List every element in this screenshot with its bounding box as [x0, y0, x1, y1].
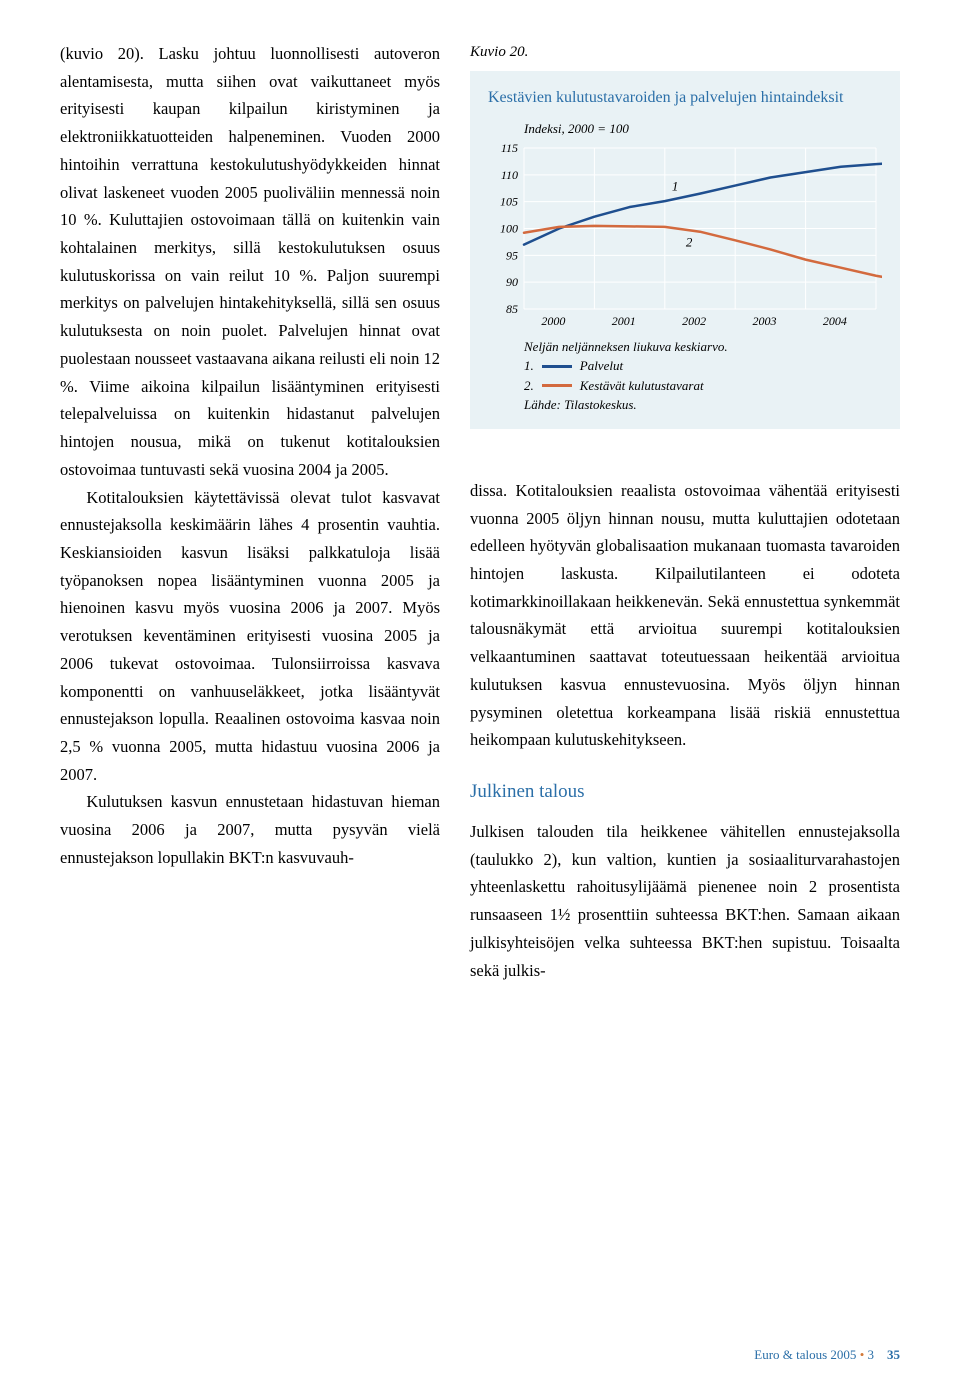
svg-text:2000: 2000: [541, 314, 565, 328]
right-p1: dissa. Kotitalouksien reaalista ostovoim…: [470, 477, 900, 754]
left-p3: Kulutuksen kasvun ennustetaan hidastuvan…: [60, 788, 440, 871]
legend-2-text: Kestävät kulutustavarat: [580, 376, 704, 396]
line-chart: 8590951001051101152000200120022003200420…: [488, 144, 882, 329]
svg-text:90: 90: [506, 275, 518, 289]
chart-subtitle: Indeksi, 2000 = 100: [524, 118, 882, 140]
right-p2: Julkisen talouden tila heikkenee vähitel…: [470, 818, 900, 984]
footer-journal: Euro & talous 2005: [754, 1347, 856, 1362]
svg-text:2002: 2002: [682, 314, 706, 328]
legend-1-text: Palvelut: [580, 356, 623, 376]
footer-dot: •: [860, 1347, 868, 1362]
legend-1-swatch: [542, 365, 572, 368]
svg-text:2: 2: [686, 234, 693, 249]
svg-text:85: 85: [506, 302, 518, 316]
left-p2: Kotitalouksien käytettävissä olevat tulo…: [60, 484, 440, 789]
svg-text:2004: 2004: [823, 314, 847, 328]
right-column: Kuvio 20. Kestävien kulutustavaroiden ja…: [470, 40, 900, 984]
footer-page: 35: [887, 1347, 900, 1362]
svg-text:95: 95: [506, 248, 518, 262]
legend-source: Lähde: Tilastokeskus.: [524, 395, 882, 415]
legend-row-1: 1. Palvelut: [524, 356, 882, 376]
left-p1: (kuvio 20). Lasku johtuu luonnollisesti …: [60, 40, 440, 484]
footer-issue: 3: [868, 1347, 875, 1362]
svg-text:115: 115: [501, 144, 518, 155]
figure-label: Kuvio 20.: [470, 40, 900, 65]
section-heading: Julkinen talous: [470, 776, 900, 808]
legend-1-num: 1.: [524, 356, 534, 376]
svg-text:1: 1: [672, 178, 679, 193]
chart-title: Kestävien kulutustavaroiden ja palveluje…: [488, 85, 882, 112]
left-column: (kuvio 20). Lasku johtuu luonnollisesti …: [60, 40, 440, 984]
svg-text:2003: 2003: [753, 314, 777, 328]
legend-head: Neljän neljänneksen liukuva keskiarvo.: [524, 337, 882, 357]
legend-row-2: 2. Kestävät kulutustavarat: [524, 376, 882, 396]
svg-text:110: 110: [501, 168, 518, 182]
svg-text:105: 105: [500, 195, 518, 209]
svg-text:2001: 2001: [612, 314, 636, 328]
chart-box: Kestävien kulutustavaroiden ja palveluje…: [470, 71, 900, 429]
legend-2-num: 2.: [524, 376, 534, 396]
svg-text:100: 100: [500, 221, 518, 235]
page-footer: Euro & talous 2005 • 3 35: [754, 1347, 900, 1363]
chart-legend: Neljän neljänneksen liukuva keskiarvo. 1…: [524, 337, 882, 415]
legend-2-swatch: [542, 384, 572, 387]
